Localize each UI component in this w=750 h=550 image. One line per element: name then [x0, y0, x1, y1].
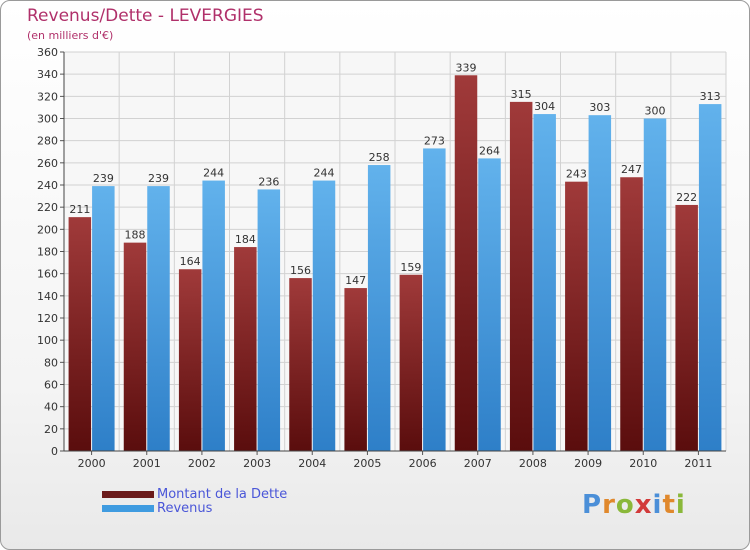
- bar-revenus: [92, 186, 115, 451]
- x-tick-label: 2004: [298, 457, 326, 470]
- chart-subtitle: (en milliers d'€): [27, 29, 114, 42]
- data-label-dette: 247: [621, 163, 642, 176]
- y-tick-label: 220: [37, 201, 58, 214]
- bar-dette: [565, 181, 588, 452]
- y-tick-label: 300: [37, 113, 58, 126]
- bar-revenus: [147, 186, 170, 451]
- y-tick-label: 240: [37, 179, 58, 192]
- y-tick-label: 280: [37, 135, 58, 148]
- data-label-dette: 156: [290, 264, 311, 277]
- data-label-revenus: 236: [258, 175, 279, 188]
- bar-revenus: [478, 158, 501, 451]
- y-tick-label: 60: [44, 379, 58, 392]
- bar-dette: [178, 269, 202, 451]
- y-tick-label: 80: [44, 356, 58, 369]
- bar-revenus: [367, 165, 391, 452]
- bar-revenus: [643, 118, 667, 451]
- data-label-revenus: 244: [203, 167, 224, 180]
- data-label-revenus: 303: [589, 101, 610, 114]
- y-tick-label: 320: [37, 90, 58, 103]
- data-label-dette: 184: [235, 233, 256, 246]
- data-label-dette: 147: [345, 274, 366, 287]
- y-tick-label: 260: [37, 157, 58, 170]
- legend-swatch-dette: [102, 491, 154, 498]
- bar-dette: [289, 278, 312, 451]
- chart-title: Revenus/Dette - LEVERGIES: [27, 6, 264, 26]
- x-tick-label: 2003: [243, 457, 271, 470]
- x-tick-label: 2007: [464, 457, 492, 470]
- bar-dette: [399, 274, 423, 451]
- legend-swatch-revenus: [102, 505, 154, 512]
- data-label-revenus: 273: [424, 134, 445, 147]
- data-label-dette: 339: [456, 61, 477, 74]
- data-label-revenus: 239: [93, 172, 114, 185]
- bar-revenus: [588, 115, 612, 452]
- legend-label-dette: Montant de la Dette: [157, 487, 288, 502]
- bar-revenus: [533, 114, 556, 452]
- y-tick-label: 160: [37, 268, 58, 281]
- y-tick-label: 0: [51, 445, 58, 458]
- data-label-revenus: 244: [314, 167, 335, 180]
- x-tick-label: 2000: [78, 457, 106, 470]
- x-tick-label: 2001: [133, 457, 161, 470]
- y-tick-label: 140: [37, 290, 58, 303]
- data-label-dette: 243: [566, 168, 587, 181]
- data-label-dette: 164: [180, 255, 201, 268]
- legend-label-revenus: Revenus: [157, 501, 213, 516]
- data-label-revenus: 313: [700, 90, 721, 103]
- x-tick-label: 2011: [684, 457, 712, 470]
- x-tick-label: 2008: [519, 457, 547, 470]
- bar-revenus: [312, 180, 336, 452]
- bar-revenus: [423, 148, 446, 452]
- y-tick-label: 120: [37, 312, 58, 325]
- x-tick-label: 2009: [574, 457, 602, 470]
- data-label-revenus: 300: [645, 105, 666, 118]
- bar-dette: [234, 247, 257, 451]
- x-tick-label: 2002: [188, 457, 216, 470]
- bar-dette: [620, 177, 643, 451]
- bar-dette: [454, 75, 478, 452]
- bar-dette: [509, 101, 533, 451]
- proxiti-logo: Proxiti: [582, 490, 686, 520]
- bar-dette: [123, 242, 147, 451]
- y-tick-label: 340: [37, 68, 58, 81]
- bar-revenus: [257, 189, 281, 451]
- bar-dette: [344, 288, 367, 451]
- data-label-revenus: 304: [534, 100, 555, 113]
- y-tick-label: 180: [37, 246, 58, 259]
- bar-revenus: [698, 104, 722, 451]
- data-label-revenus: 258: [369, 151, 390, 164]
- data-label-dette: 222: [676, 191, 697, 204]
- y-tick-label: 20: [44, 423, 58, 436]
- x-tick-label: 2005: [353, 457, 381, 470]
- x-tick-label: 2006: [409, 457, 437, 470]
- data-label-dette: 315: [511, 88, 532, 101]
- y-tick-label: 40: [44, 401, 58, 414]
- data-label-dette: 211: [69, 203, 90, 216]
- y-tick-label: 360: [37, 46, 58, 59]
- data-label-revenus: 264: [479, 144, 500, 157]
- data-label-revenus: 239: [148, 172, 169, 185]
- data-label-dette: 159: [400, 261, 421, 274]
- bar-dette: [675, 204, 698, 451]
- bar-revenus: [202, 180, 225, 452]
- y-tick-label: 200: [37, 223, 58, 236]
- bar-dette: [68, 217, 92, 451]
- y-tick-label: 100: [37, 334, 58, 347]
- x-tick-label: 2010: [629, 457, 657, 470]
- data-label-dette: 188: [125, 229, 146, 242]
